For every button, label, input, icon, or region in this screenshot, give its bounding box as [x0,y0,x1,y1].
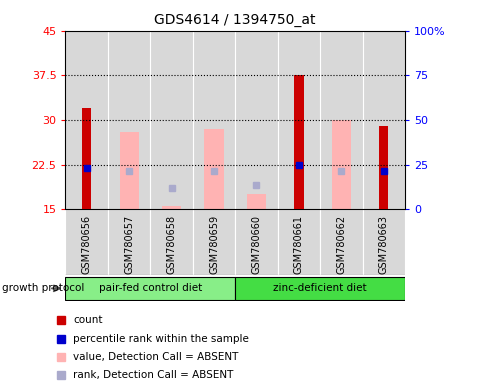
Bar [192,209,235,275]
Bar [150,209,192,275]
Bar [65,276,235,300]
Bar [331,120,350,209]
Text: growth protocol: growth protocol [2,283,85,293]
Text: pair-fed control diet: pair-fed control diet [99,283,201,293]
Bar [65,209,107,275]
Text: GSM780656: GSM780656 [81,215,91,274]
Text: zinc-deficient diet: zinc-deficient diet [272,283,366,293]
Bar [319,209,362,275]
Bar [107,209,150,275]
Text: GSM780657: GSM780657 [124,215,134,274]
Text: rank, Detection Call = ABSENT: rank, Detection Call = ABSENT [73,370,233,380]
Bar [378,126,388,209]
Bar [235,31,277,209]
Bar [235,209,277,275]
Bar [162,206,181,209]
Bar [362,31,404,209]
Text: GSM780659: GSM780659 [209,215,219,274]
Text: percentile rank within the sample: percentile rank within the sample [73,334,249,344]
Text: GSM780662: GSM780662 [335,215,346,274]
Bar [150,31,192,209]
Bar [277,31,319,209]
Title: GDS4614 / 1394750_at: GDS4614 / 1394750_at [154,13,315,27]
Bar [362,209,404,275]
Bar [235,276,404,300]
Bar [107,31,150,209]
Bar [120,132,138,209]
Bar [82,108,91,209]
Text: GSM780658: GSM780658 [166,215,176,274]
Bar [204,129,223,209]
Bar [65,31,107,209]
Text: count: count [73,315,103,325]
Text: GSM780661: GSM780661 [293,215,303,273]
Text: GSM780663: GSM780663 [378,215,388,273]
Text: GSM780660: GSM780660 [251,215,261,273]
Bar [319,31,362,209]
Bar [294,75,303,209]
Bar [246,194,265,209]
Bar [192,31,235,209]
Text: value, Detection Call = ABSENT: value, Detection Call = ABSENT [73,352,238,362]
Bar [277,209,319,275]
